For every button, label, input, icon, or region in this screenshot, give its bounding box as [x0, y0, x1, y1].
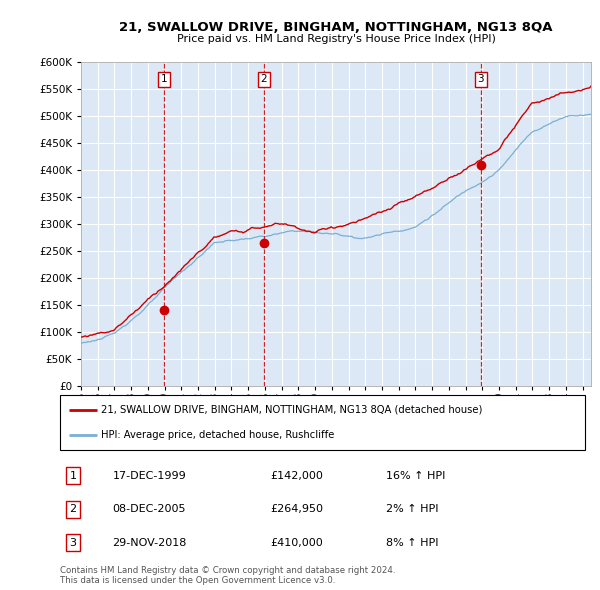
Text: 08-DEC-2005: 08-DEC-2005: [113, 504, 186, 514]
Text: 2% ↑ HPI: 2% ↑ HPI: [386, 504, 438, 514]
Text: £142,000: £142,000: [270, 471, 323, 481]
Text: 21, SWALLOW DRIVE, BINGHAM, NOTTINGHAM, NG13 8QA: 21, SWALLOW DRIVE, BINGHAM, NOTTINGHAM, …: [119, 21, 553, 34]
Text: 2: 2: [260, 74, 267, 84]
Text: £410,000: £410,000: [270, 537, 323, 548]
Text: £264,950: £264,950: [270, 504, 323, 514]
Text: Contains HM Land Registry data © Crown copyright and database right 2024.: Contains HM Land Registry data © Crown c…: [60, 566, 395, 575]
Text: 1: 1: [161, 74, 167, 84]
Text: Price paid vs. HM Land Registry's House Price Index (HPI): Price paid vs. HM Land Registry's House …: [176, 34, 496, 44]
Text: 3: 3: [70, 537, 77, 548]
Text: 29-NOV-2018: 29-NOV-2018: [113, 537, 187, 548]
Text: 17-DEC-1999: 17-DEC-1999: [113, 471, 186, 481]
Text: 1: 1: [70, 471, 77, 481]
Text: 16% ↑ HPI: 16% ↑ HPI: [386, 471, 445, 481]
Text: HPI: Average price, detached house, Rushcliffe: HPI: Average price, detached house, Rush…: [101, 430, 334, 440]
FancyBboxPatch shape: [60, 395, 585, 450]
Text: 3: 3: [478, 74, 484, 84]
Text: 8% ↑ HPI: 8% ↑ HPI: [386, 537, 438, 548]
Text: This data is licensed under the Open Government Licence v3.0.: This data is licensed under the Open Gov…: [60, 576, 335, 585]
Text: 2: 2: [70, 504, 77, 514]
Text: 21, SWALLOW DRIVE, BINGHAM, NOTTINGHAM, NG13 8QA (detached house): 21, SWALLOW DRIVE, BINGHAM, NOTTINGHAM, …: [101, 405, 482, 415]
